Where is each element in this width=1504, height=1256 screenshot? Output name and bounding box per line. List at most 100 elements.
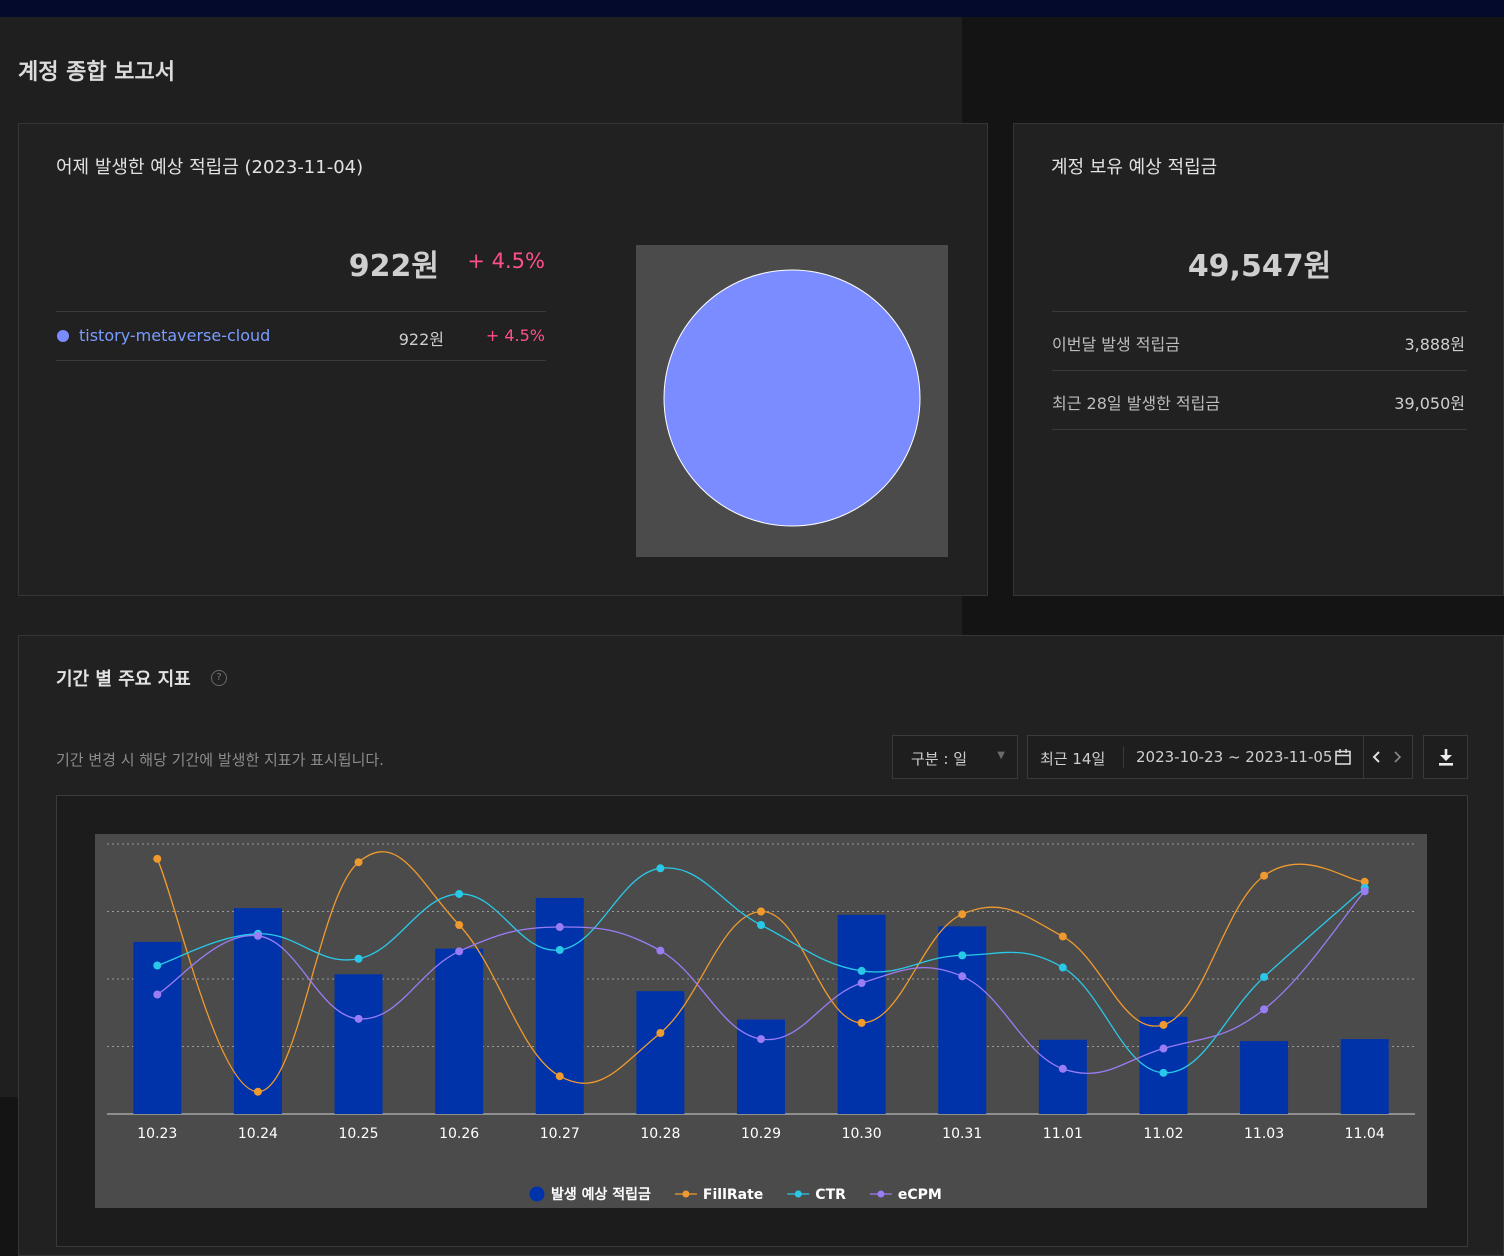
- point-FillRate-11.01[interactable]: [1058, 932, 1067, 941]
- month-earned-label: 이번달 발생 적립금: [1052, 335, 1180, 354]
- yesterday-revenue-card: 어제 발생한 예상 적립금 (2023-11-04) 922원 + 4.5% t…: [18, 123, 988, 596]
- point-FillRate-10.30[interactable]: [857, 1018, 866, 1027]
- point-CTR-10.29[interactable]: [757, 921, 765, 929]
- point-FillRate-11.02[interactable]: [1159, 1020, 1168, 1029]
- point-FillRate-10.24[interactable]: [253, 1087, 262, 1096]
- x-tick-label: 10.24: [238, 1126, 278, 1142]
- bar-10.29[interactable]: [737, 1019, 785, 1115]
- divider: [1363, 736, 1364, 778]
- point-eCPM-11.03[interactable]: [1260, 1005, 1269, 1014]
- yesterday-card-title: 어제 발생한 예상 적립금 (2023-11-04): [56, 157, 364, 178]
- download-icon: [1439, 749, 1453, 766]
- top-navigation-bar: [0, 0, 1504, 17]
- legend-label[interactable]: 발생 예상 적립금: [551, 1186, 651, 1203]
- yesterday-change: + 4.5%: [467, 249, 545, 273]
- site-name-link[interactable]: tistory-metaverse-cloud: [79, 326, 271, 345]
- chevron-down-icon: ▼: [997, 750, 1005, 761]
- bar-11.01[interactable]: [1038, 1039, 1087, 1114]
- point-eCPM-11.04[interactable]: [1360, 887, 1369, 896]
- metrics-chart-container: 10.23 10.24 10.25 10.26 10.27 10.28 10.29 10.30…: [56, 795, 1468, 1247]
- bar-10.25[interactable]: [334, 974, 383, 1114]
- balance-card: 계정 보유 예상 적립금 49,547원 이번달 발생 적립금 3,888원 최…: [1013, 123, 1504, 596]
- bar-11.04[interactable]: [1340, 1039, 1389, 1114]
- legend-marker-bar: [529, 1186, 545, 1202]
- point-FillRate-11.04[interactable]: [1360, 877, 1369, 886]
- x-tick-label: 10.31: [942, 1126, 982, 1142]
- site-change: + 4.5%: [485, 326, 545, 345]
- divider: [1123, 746, 1124, 768]
- revenue-pie-chart: [636, 245, 948, 557]
- point-FillRate-10.23[interactable]: [153, 854, 162, 863]
- point-CTR-10.26[interactable]: [455, 889, 464, 898]
- group-select-value: 구분 : 일: [911, 750, 967, 768]
- balance-card-title: 계정 보유 예상 적립금: [1051, 157, 1218, 178]
- yesterday-amount: 922원: [348, 249, 439, 284]
- point-CTR-10.30[interactable]: [857, 966, 866, 975]
- x-tick-label: 10.23: [137, 1126, 177, 1142]
- point-CTR-11.01[interactable]: [1058, 963, 1067, 972]
- bar-11.03[interactable]: [1240, 1041, 1289, 1114]
- point-eCPM-10.26[interactable]: [455, 947, 464, 956]
- date-range-text[interactable]: 2023-10-23 ~ 2023-11-05: [1136, 748, 1333, 766]
- legend-label[interactable]: FillRate: [703, 1187, 763, 1203]
- chevron-right-icon[interactable]: [1391, 750, 1403, 764]
- question-circle-icon[interactable]: ?: [211, 670, 227, 686]
- period-metrics-card: 기간 별 주요 지표 ? 기간 변경 시 해당 기간에 발생한 지표가 표시됩니…: [18, 635, 1504, 1256]
- point-CTR-10.31[interactable]: [958, 951, 967, 960]
- x-tick-label: 10.25: [338, 1126, 378, 1142]
- point-FillRate-11.03[interactable]: [1260, 871, 1269, 880]
- point-FillRate-10.26[interactable]: [455, 921, 464, 929]
- point-eCPM-10.29[interactable]: [757, 1035, 765, 1044]
- legend-label[interactable]: CTR: [815, 1187, 846, 1203]
- metrics-card-title: 기간 별 주요 지표: [56, 669, 191, 690]
- legend-point-marker: [794, 1190, 802, 1198]
- point-FillRate-10.31[interactable]: [958, 910, 967, 919]
- point-CTR-10.25[interactable]: [354, 954, 363, 963]
- date-range-picker[interactable]: 최근 14일 2023-10-23 ~ 2023-11-05: [1027, 735, 1413, 779]
- divider: [56, 360, 546, 361]
- point-eCPM-10.24[interactable]: [253, 931, 262, 940]
- point-FillRate-10.25[interactable]: [354, 858, 363, 867]
- bar-11.02[interactable]: [1139, 1016, 1188, 1114]
- metrics-description: 기간 변경 시 해당 기간에 발생한 지표가 표시됩니다.: [56, 751, 384, 769]
- metrics-chart: 10.23 10.24 10.25 10.26 10.27 10.28 10.29 10.30…: [95, 834, 1427, 1208]
- legend-label[interactable]: eCPM: [898, 1187, 942, 1203]
- point-CTR-10.23[interactable]: [153, 961, 162, 970]
- download-button[interactable]: [1423, 735, 1468, 779]
- point-FillRate-10.27[interactable]: [555, 1072, 564, 1081]
- point-eCPM-10.23[interactable]: [153, 990, 162, 999]
- bar-10.28[interactable]: [636, 991, 685, 1114]
- point-eCPM-10.31[interactable]: [958, 972, 967, 981]
- point-eCPM-10.27[interactable]: [555, 923, 564, 932]
- pie-svg: [663, 269, 921, 527]
- x-tick-label: 10.28: [640, 1126, 680, 1142]
- point-eCPM-10.25[interactable]: [354, 1014, 363, 1023]
- bar-10.26[interactable]: [435, 948, 484, 1114]
- point-CTR-10.27[interactable]: [555, 945, 564, 954]
- point-CTR-10.28[interactable]: [656, 864, 665, 873]
- bar-10.30[interactable]: [837, 914, 886, 1114]
- bar-10.23[interactable]: [133, 941, 182, 1114]
- point-CTR-11.03[interactable]: [1260, 972, 1269, 981]
- last-28days-value: 39,050원: [1394, 394, 1465, 413]
- group-select[interactable]: 구분 : 일 ▼: [892, 735, 1018, 779]
- point-FillRate-10.28[interactable]: [656, 1029, 665, 1037]
- chevron-left-icon[interactable]: [1371, 750, 1383, 764]
- point-CTR-11.02[interactable]: [1159, 1068, 1168, 1077]
- pie-slice-tistory-metaverse-cloud[interactable]: [663, 269, 921, 527]
- site-color-dot: [57, 330, 69, 342]
- x-tick-label: 11.04: [1345, 1126, 1385, 1142]
- point-eCPM-10.28[interactable]: [656, 946, 665, 955]
- point-eCPM-11.02[interactable]: [1159, 1044, 1168, 1053]
- x-tick-label: 10.29: [741, 1126, 781, 1142]
- page-title: 계정 종합 보고서: [18, 60, 175, 85]
- calendar-icon[interactable]: [1334, 748, 1352, 766]
- x-tick-label: 11.03: [1244, 1126, 1284, 1142]
- point-eCPM-10.30[interactable]: [857, 979, 866, 988]
- x-tick-label: 10.30: [842, 1126, 882, 1142]
- point-eCPM-11.01[interactable]: [1058, 1064, 1067, 1073]
- period-label[interactable]: 최근 14일: [1040, 750, 1106, 768]
- x-tick-label: 11.01: [1043, 1126, 1083, 1142]
- divider: [1052, 370, 1467, 371]
- point-FillRate-10.29[interactable]: [757, 907, 765, 916]
